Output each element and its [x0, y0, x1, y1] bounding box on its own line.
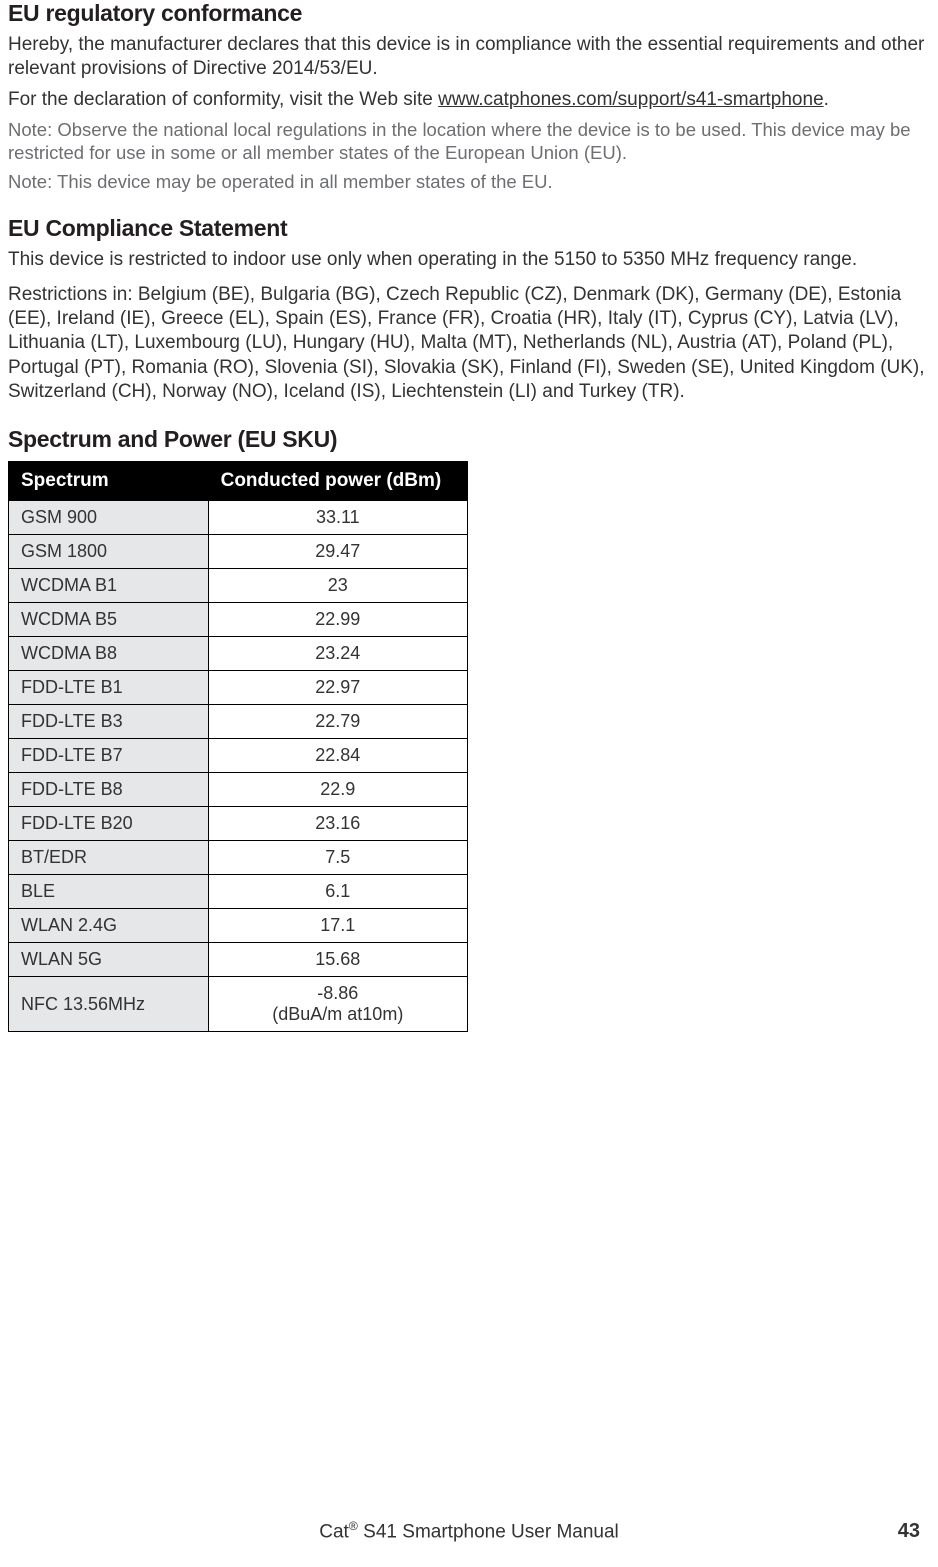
table-row: FDD-LTE B322.79	[9, 705, 468, 739]
table-row: WCDMA B823.24	[9, 637, 468, 671]
text-post-link: .	[824, 89, 829, 110]
table-header-power: Conducted power (dBm)	[208, 462, 467, 501]
cell-spectrum: GSM 900	[9, 501, 209, 535]
cell-power: 15.68	[208, 943, 467, 977]
table-row: FDD-LTE B822.9	[9, 773, 468, 807]
cell-power: 23	[208, 569, 467, 603]
cell-power: 22.97	[208, 671, 467, 705]
cell-spectrum: BLE	[9, 875, 209, 909]
cell-power: 22.9	[208, 773, 467, 807]
paragraph-country-restrictions: Restrictions in: Belgium (BE), Bulgaria …	[8, 283, 930, 405]
cell-power: 29.47	[208, 535, 467, 569]
table-row: WCDMA B123	[9, 569, 468, 603]
cell-spectrum: FDD-LTE B20	[9, 807, 209, 841]
table-row: FDD-LTE B2023.16	[9, 807, 468, 841]
footer-manual-title: Cat® S41 Smartphone User Manual	[0, 1519, 938, 1543]
cell-spectrum: BT/EDR	[9, 841, 209, 875]
cell-power: 23.24	[208, 637, 467, 671]
table-header-row: Spectrum Conducted power (dBm)	[9, 462, 468, 501]
cell-power: -8.86(dBuA/m at10m)	[208, 977, 467, 1032]
table-row: WLAN 2.4G17.1	[9, 909, 468, 943]
table-row: GSM 180029.47	[9, 535, 468, 569]
cell-power: 22.99	[208, 603, 467, 637]
link-catphones-support[interactable]: www.catphones.com/support/s41-smartphone	[438, 89, 823, 110]
cell-spectrum: FDD-LTE B7	[9, 739, 209, 773]
cell-power: 7.5	[208, 841, 467, 875]
page-number: 43	[898, 1520, 920, 1543]
table-row: WCDMA B522.99	[9, 603, 468, 637]
cell-spectrum: FDD-LTE B1	[9, 671, 209, 705]
table-row: BLE6.1	[9, 875, 468, 909]
table-row: NFC 13.56MHz-8.86(dBuA/m at10m)	[9, 977, 468, 1032]
cell-spectrum: WCDMA B5	[9, 603, 209, 637]
paragraph-declaration: Hereby, the manufacturer declares that t…	[8, 33, 930, 82]
footer-brand: Cat	[319, 1521, 349, 1542]
table-header-spectrum: Spectrum	[9, 462, 209, 501]
cell-power: 17.1	[208, 909, 467, 943]
spectrum-power-table: Spectrum Conducted power (dBm) GSM 90033…	[8, 461, 468, 1032]
cell-spectrum: WCDMA B1	[9, 569, 209, 603]
heading-eu-regulatory: EU regulatory conformance	[8, 0, 930, 27]
cell-power: 22.79	[208, 705, 467, 739]
cell-spectrum: FDD-LTE B3	[9, 705, 209, 739]
note-national-regulations: Note: Observe the national local regulat…	[8, 118, 930, 164]
cell-spectrum: WCDMA B8	[9, 637, 209, 671]
note-member-states: Note: This device may be operated in all…	[8, 170, 930, 193]
cell-power: 33.11	[208, 501, 467, 535]
cell-spectrum: WLAN 2.4G	[9, 909, 209, 943]
cell-power: 23.16	[208, 807, 467, 841]
page-footer: Cat® S41 Smartphone User Manual 43	[0, 1519, 938, 1543]
table-row: GSM 90033.11	[9, 501, 468, 535]
paragraph-indoor-restriction: This device is restricted to indoor use …	[8, 248, 930, 272]
cell-spectrum: FDD-LTE B8	[9, 773, 209, 807]
cell-spectrum: NFC 13.56MHz	[9, 977, 209, 1032]
registered-icon: ®	[349, 1519, 358, 1533]
cell-spectrum: WLAN 5G	[9, 943, 209, 977]
heading-spectrum-power: Spectrum and Power (EU SKU)	[8, 426, 930, 453]
cell-spectrum: GSM 1800	[9, 535, 209, 569]
table-row: FDD-LTE B722.84	[9, 739, 468, 773]
heading-eu-compliance: EU Compliance Statement	[8, 215, 930, 242]
table-row: BT/EDR7.5	[9, 841, 468, 875]
table-row: FDD-LTE B122.97	[9, 671, 468, 705]
text-pre-link: For the declaration of conformity, visit…	[8, 89, 438, 110]
cell-power: 22.84	[208, 739, 467, 773]
footer-model: S41 Smartphone User Manual	[358, 1521, 619, 1542]
cell-power: 6.1	[208, 875, 467, 909]
table-row: WLAN 5G15.68	[9, 943, 468, 977]
paragraph-conformity-link: For the declaration of conformity, visit…	[8, 88, 930, 112]
